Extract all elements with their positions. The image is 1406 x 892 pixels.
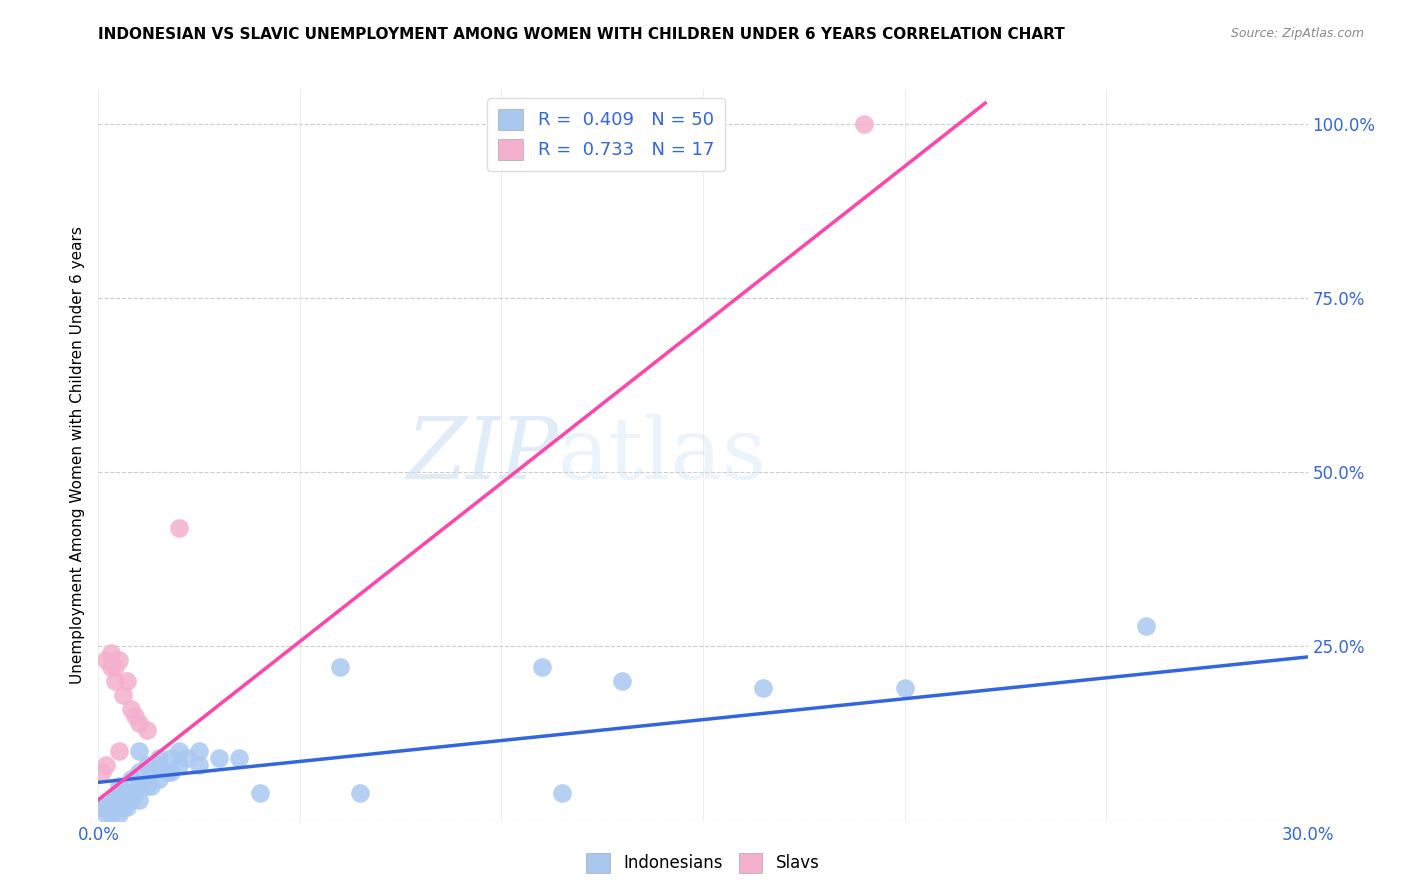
Point (148, 772, 170, 786)
Point (612, 674, 634, 689)
Point (120, 793, 142, 807)
Point (128, 793, 150, 807)
Point (167, 744, 190, 758)
Point (188, 744, 211, 758)
Y-axis label: Unemployment Among Women with Children Under 6 years: Unemployment Among Women with Children U… (69, 226, 84, 684)
Point (329, 660, 352, 674)
Point (124, 786, 146, 800)
Point (530, 660, 553, 674)
Point (103, 793, 125, 807)
Point (107, 653, 129, 667)
Point (188, 758, 211, 772)
Point (111, 793, 134, 807)
Point (139, 764, 162, 779)
Point (100, 660, 122, 674)
Point (893, 681, 915, 696)
Point (120, 772, 142, 786)
Point (100, 806, 122, 821)
Point (115, 799, 138, 814)
Point (103, 674, 125, 689)
Point (107, 744, 129, 758)
Point (148, 758, 170, 772)
Legend: R =  0.409   N = 50, R =  0.733   N = 17: R = 0.409 N = 50, R = 0.733 N = 17 (488, 98, 725, 170)
Point (148, 751, 170, 765)
Point (853, 117, 876, 131)
Text: atlas: atlas (558, 413, 768, 497)
Point (752, 681, 775, 696)
Point (128, 764, 150, 779)
Point (160, 751, 183, 765)
Point (96, 806, 118, 821)
Point (107, 806, 129, 821)
Point (208, 751, 231, 765)
Point (135, 723, 157, 737)
Point (91, 799, 114, 814)
Point (100, 799, 122, 814)
Point (96, 758, 118, 772)
Text: INDONESIAN VS SLAVIC UNEMPLOYMENT AMONG WOMEN WITH CHILDREN UNDER 6 YEARS CORREL: INDONESIAN VS SLAVIC UNEMPLOYMENT AMONG … (98, 27, 1066, 42)
Point (135, 758, 157, 772)
Point (91, 764, 114, 779)
Point (111, 799, 134, 814)
Point (139, 779, 162, 793)
Point (551, 786, 574, 800)
Point (115, 786, 138, 800)
Point (96, 653, 118, 667)
Point (1135, 618, 1157, 632)
Point (115, 674, 138, 689)
Text: Source: ZipAtlas.com: Source: ZipAtlas.com (1230, 27, 1364, 40)
Point (107, 786, 129, 800)
Point (160, 764, 183, 779)
Point (176, 751, 198, 765)
Point (111, 688, 134, 702)
Point (128, 716, 150, 731)
Point (128, 779, 150, 793)
Point (128, 744, 150, 758)
Point (228, 751, 250, 765)
Legend: Indonesians, Slavs: Indonesians, Slavs (579, 847, 827, 880)
Point (103, 799, 125, 814)
Point (107, 799, 129, 814)
Point (349, 786, 371, 800)
Point (100, 793, 122, 807)
Point (107, 793, 129, 807)
Point (156, 764, 179, 779)
Point (107, 779, 129, 793)
Point (249, 786, 271, 800)
Text: ZIP: ZIP (406, 414, 558, 496)
Point (103, 660, 125, 674)
Point (96, 799, 118, 814)
Point (100, 647, 122, 661)
Point (120, 702, 142, 716)
Point (167, 758, 190, 772)
Point (124, 709, 146, 723)
Point (135, 779, 157, 793)
Point (167, 521, 190, 535)
